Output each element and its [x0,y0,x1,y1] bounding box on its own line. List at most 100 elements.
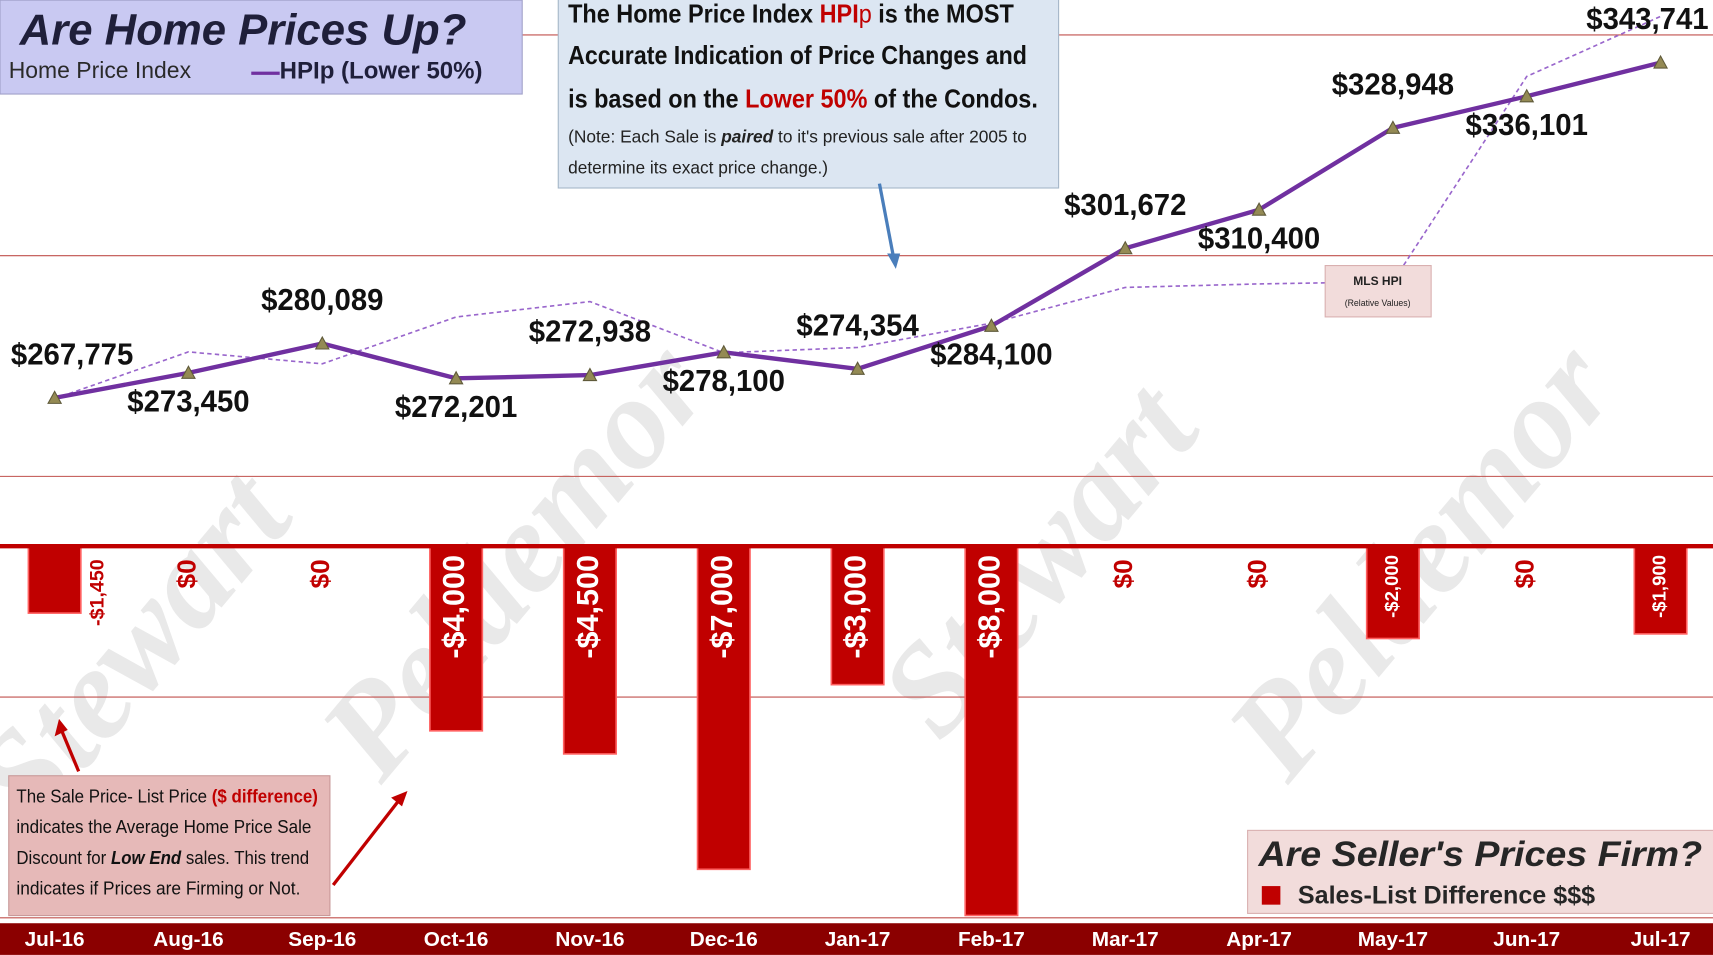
bar-label: $0 [1108,559,1138,588]
note-line: (Note: Each Sale is paired to it's previ… [568,126,1027,146]
bar-label: -$2,000 [1381,555,1402,618]
legend-title: Home Price Index [9,57,192,83]
series-label: MLS HPI [1353,274,1402,288]
point-marker [314,335,330,350]
data-label: $280,089 [261,283,383,317]
arrow-head [887,253,901,269]
bar [27,545,82,614]
watermark: Stewart [852,354,1228,762]
note-line: indicates if Prices are Firming or Not. [16,877,300,898]
data-label: $284,100 [930,338,1052,372]
point-marker [716,344,732,359]
note-line: Accurate Indication of Price Changes and [568,40,1027,70]
data-label: $336,101 [1466,108,1588,142]
panel-title: Are Seller's Prices Firm? [1257,835,1702,874]
note-text: Low End [111,847,182,868]
note-text: p [859,0,872,28]
bar [696,545,751,871]
bar-label: -$7,000 [705,555,739,659]
point-marker [582,367,598,382]
x-tick-label: Sep-16 [288,928,356,951]
title-box [0,0,523,95]
note-text: Lower 50% [745,84,867,114]
point-marker [1385,120,1401,134]
note-line: is based on the Lower 50% of the Condos. [568,84,1038,114]
point-marker [1653,54,1669,69]
x-tick-label: Jul-16 [25,928,85,951]
x-tick-label: Mar-17 [1092,928,1159,951]
note-line: indicates the Average Home Price Sale [16,816,311,837]
bar-label: -$4,500 [571,555,605,659]
x-tick-label: Nov-16 [555,928,624,951]
series-label-box [1324,265,1432,318]
x-tick-label: May-17 [1358,928,1428,951]
note-text: (Note: Each Sale is [568,126,721,146]
x-tick-label: Jul-17 [1631,928,1691,951]
x-tick-label: Apr-17 [1226,928,1292,951]
note-text: determine its exact price change.) [568,157,828,177]
x-tick-label: Jun-17 [1493,928,1560,951]
note-text: ($ difference) [212,786,318,807]
point-marker [180,365,196,379]
bar-label: $0 [171,559,201,588]
bar-label: $0 [1510,559,1540,588]
point-marker [448,370,464,385]
note-text: of the Condos. [867,84,1037,114]
point-marker [1117,240,1133,255]
series-note: (Relative Values) [1345,298,1411,308]
x-axis-band [0,923,1713,955]
bar [1365,545,1420,640]
note-text: Discount for [16,847,111,868]
data-label: $343,741 [1586,2,1708,36]
bar-label: -$1,900 [1648,555,1669,618]
bar-label: -$1,450 [87,559,109,626]
data-label: $274,354 [796,308,918,342]
note-text: Accurate Indication of Price Changes and [568,40,1027,70]
data-label: $273,450 [127,385,249,419]
point-marker [983,318,999,332]
arrow [60,731,81,773]
data-label: $267,775 [11,337,133,371]
legend-label: Sales-List Difference $$$ [1298,882,1595,910]
data-label: $272,938 [529,315,651,349]
data-label: $272,201 [395,390,517,424]
data-label: $328,948 [1332,67,1454,101]
x-tick-label: Aug-16 [153,928,223,951]
data-label: $301,672 [1064,188,1186,222]
arrow-head [54,718,68,737]
note-text: The Home Price Index [568,0,820,28]
point-marker [850,361,866,375]
x-tick-label: Dec-16 [690,928,758,951]
note-text: The Sale Price- List Price [16,786,211,807]
note-text: to it's previous sale after 2005 to [773,126,1027,146]
bar [830,545,885,686]
bar-label: -$8,000 [972,555,1006,659]
point-marker [1251,202,1267,216]
bar-label: -$4,000 [437,555,471,659]
note-box [8,775,331,917]
chart-title: Are Home Prices Up? [19,5,467,54]
legend-swatch [1261,886,1281,905]
note-text: indicates if Prices are Firming or Not. [16,877,300,898]
note-text: sales. This trend [181,847,309,868]
arrow [331,800,399,886]
bar [964,545,1019,917]
note-box [557,0,1060,189]
arrow-head [391,791,408,807]
x-tick-label: Oct-16 [424,928,489,951]
x-tick-label: Jan-17 [825,928,891,951]
note-text: indicates the Average Home Price Sale [16,816,311,837]
note-text: is the MOST [872,0,1014,28]
arrow [877,183,896,259]
note-line: determine its exact price change.) [568,157,828,177]
x-tick-label: Feb-17 [958,928,1025,951]
note-text: is based on the [568,84,745,114]
note-text: paired [720,126,773,146]
data-label: $278,100 [663,364,785,398]
point-marker [1519,88,1535,103]
bar [429,545,484,732]
note-line: The Sale Price- List Price ($ difference… [16,786,318,807]
